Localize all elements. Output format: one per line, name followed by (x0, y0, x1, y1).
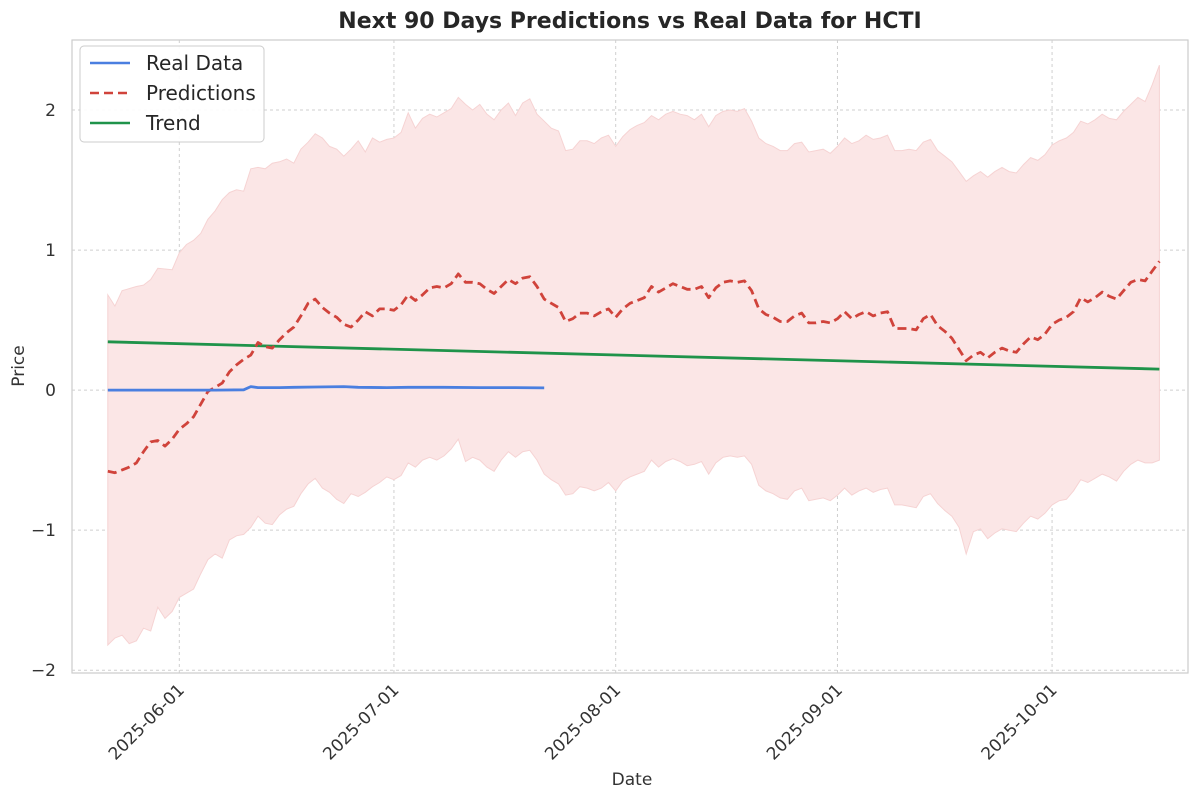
y-tick-label: 0 (45, 381, 56, 401)
y-tick-label: 1 (45, 241, 56, 261)
legend: Real Data Predictions Trend (79, 45, 265, 143)
series-layer (107, 260, 1161, 475)
x-tick-label: 2025-07-01 (319, 680, 403, 764)
y-axis-title: Price (9, 345, 29, 386)
legend-label-predictions: Predictions (146, 81, 256, 105)
x-axis-title: Date (612, 770, 653, 790)
x-tick-label: 2025-08-01 (541, 680, 625, 764)
series-line-real-data (107, 385, 545, 392)
y-tick-label: −2 (31, 661, 56, 681)
x-tick-label: 2025-09-01 (763, 680, 847, 764)
x-tick-label: 2025-10-01 (978, 680, 1062, 764)
legend-box (79, 45, 265, 143)
chart-title: Next 90 Days Predictions vs Real Data fo… (338, 9, 921, 34)
legend-label-real-data: Real Data (146, 51, 243, 75)
y-tick-label: −1 (31, 521, 56, 541)
x-tick-label: 2025-06-01 (105, 680, 189, 764)
y-axis-ticks: −2 −1 0 1 2 (31, 101, 56, 681)
series-line-trend (107, 340, 1160, 371)
x-axis-ticks: 2025-06-01 2025-07-01 2025-08-01 2025-09-01… (105, 680, 1062, 764)
y-tick-label: 2 (45, 101, 56, 121)
series-line-predictions (107, 260, 1161, 475)
legend-label-trend: Trend (145, 111, 201, 135)
